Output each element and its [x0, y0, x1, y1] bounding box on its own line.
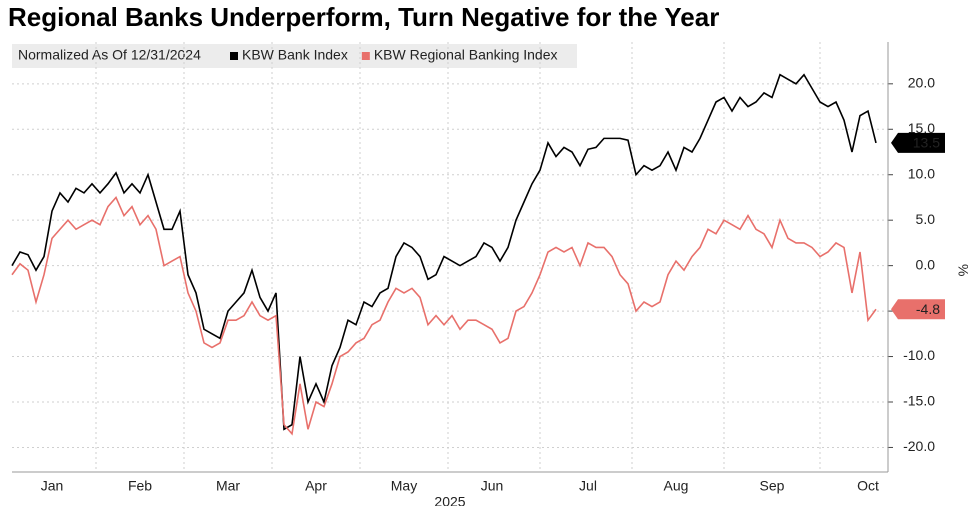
x-tick-label: Jun — [481, 478, 504, 494]
x-tick-label: May — [391, 478, 417, 494]
series-line — [11, 195, 877, 436]
legend-swatch — [230, 52, 238, 60]
series-line — [11, 73, 877, 431]
y-tick-label: 5.0 — [916, 211, 936, 227]
x-tick-label: Mar — [216, 478, 240, 494]
x-tick-label: Sep — [760, 478, 785, 494]
y-tick-label: 10.0 — [908, 165, 935, 181]
x-tick-label: Oct — [857, 478, 879, 494]
legend-note: Normalized As Of 12/31/2024 — [18, 47, 201, 63]
chart-title: Regional Banks Underperform, Turn Negati… — [8, 2, 719, 32]
y-tick-label: -10.0 — [903, 347, 935, 363]
x-tick-label: Aug — [664, 478, 689, 494]
y-tick-label: 0.0 — [916, 256, 936, 272]
last-value-box — [891, 299, 945, 320]
legend-swatch — [361, 52, 370, 60]
legend-box — [12, 44, 577, 68]
legend-label: KBW Regional Banking Index — [374, 47, 558, 63]
last-value-label: -4.8 — [916, 301, 940, 317]
x-tick-label: Feb — [128, 478, 152, 494]
last-value-box — [891, 132, 945, 153]
x-tick-label: Jan — [41, 478, 64, 494]
y-tick-label: 15.0 — [908, 120, 935, 136]
y-tick-label: 20.0 — [908, 75, 935, 91]
y-axis-label: % — [955, 264, 971, 276]
y-tick-label: -15.0 — [903, 393, 935, 409]
last-value-label: 13.5 — [913, 135, 940, 151]
x-tick-label: Jul — [579, 478, 597, 494]
x-axis-label: 2025 — [434, 494, 465, 506]
y-tick-label: -20.0 — [903, 438, 935, 454]
x-tick-label: Apr — [305, 478, 327, 494]
legend-label: KBW Bank Index — [242, 47, 348, 63]
